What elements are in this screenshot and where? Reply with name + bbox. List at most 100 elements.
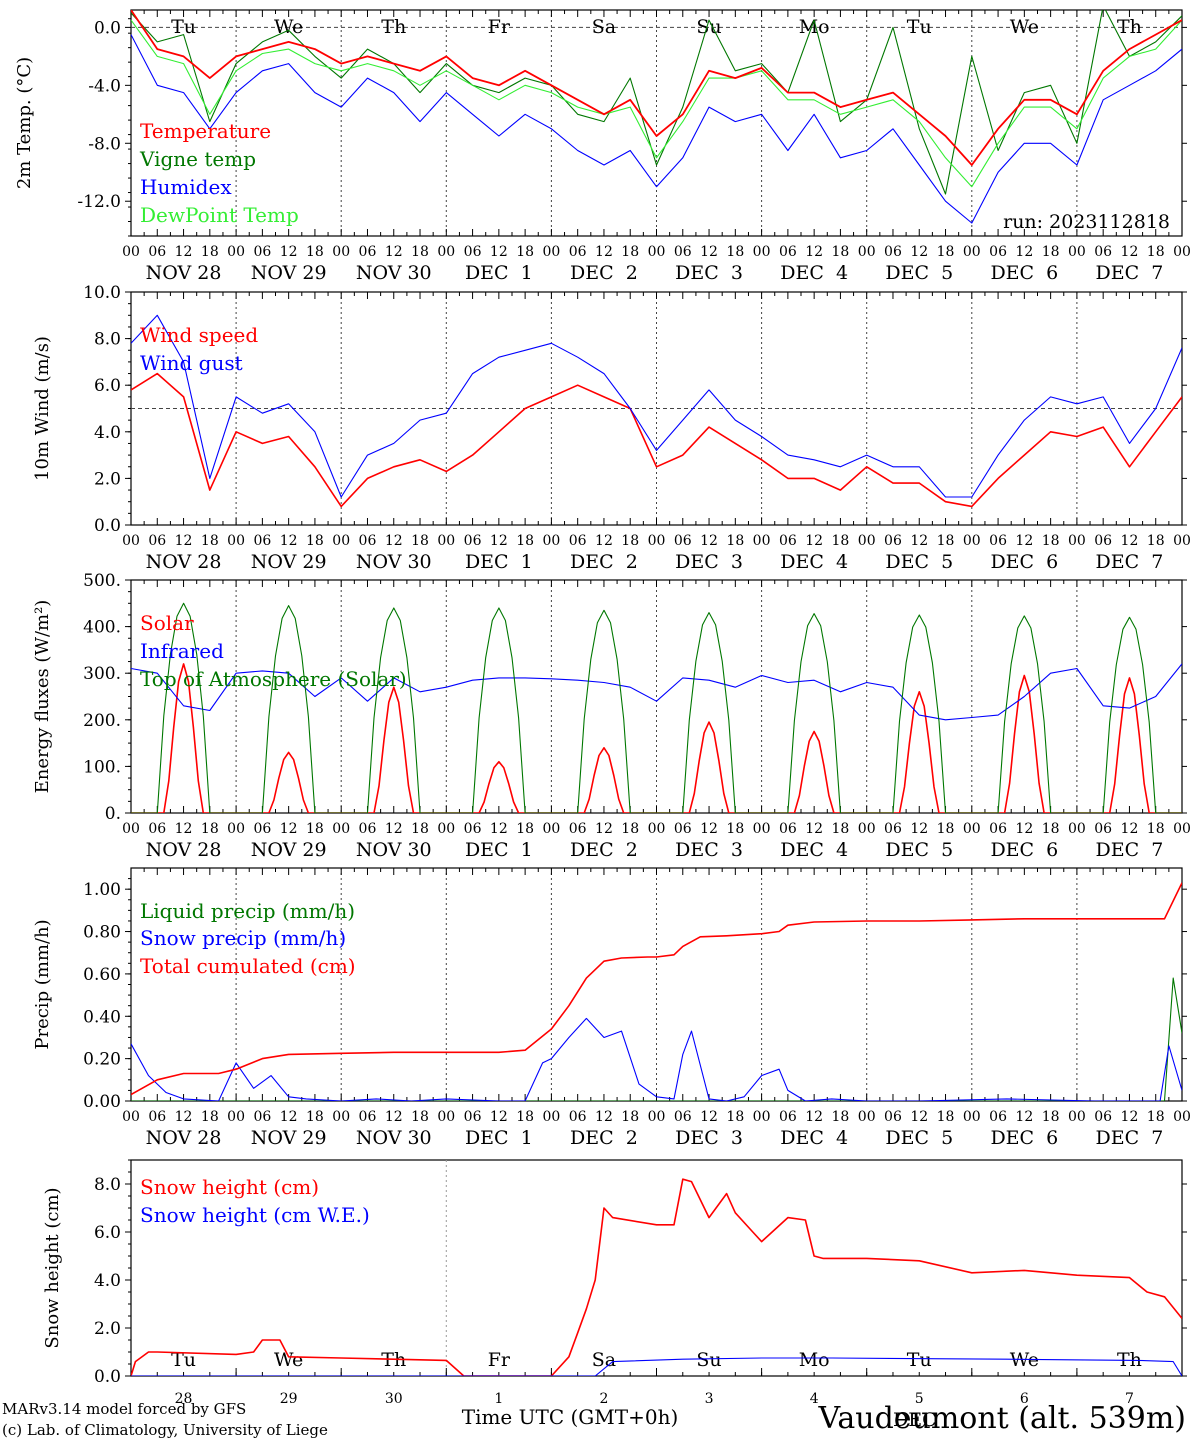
hour-tick-label: 06 [779, 244, 797, 260]
hour-tick-label: 00 [437, 1109, 455, 1125]
date-label: NOV 30 [356, 262, 432, 284]
y-tick-label: 8.0 [94, 330, 121, 350]
hour-tick-label: 06 [148, 533, 166, 549]
hour-tick-label: 12 [805, 244, 823, 260]
hour-tick-label: 18 [516, 533, 534, 549]
hour-tick-label: 00 [227, 533, 245, 549]
hour-tick-label: 18 [726, 821, 744, 837]
hour-tick-label: 00 [437, 244, 455, 260]
hour-tick-label: 18 [201, 821, 219, 837]
x-axis-label: Time UTC (GMT+0h) [462, 1405, 679, 1429]
series-line-liquid-precip-mm-h- [131, 977, 1182, 1101]
date-label: NOV 30 [356, 839, 432, 861]
hour-tick-label: 06 [569, 244, 587, 260]
day-number-label: 4 [810, 1391, 819, 1407]
y-tick-label: 0.80 [83, 923, 121, 943]
weekday-label: Mo [799, 1349, 830, 1371]
series-group [131, 882, 1182, 1101]
hour-tick-label: 18 [1147, 244, 1165, 260]
date-label: DEC 6 [990, 551, 1058, 573]
date-label: DEC 3 [675, 551, 743, 573]
hour-tick-label: 12 [595, 821, 613, 837]
y-axis-label: Snow height (cm) [42, 1187, 63, 1348]
weekday-label: Th [381, 16, 406, 38]
legend-entry: Total cumulated (cm) [140, 954, 356, 978]
date-label: DEC 6 [990, 262, 1058, 284]
day-number-label: 30 [385, 1391, 403, 1407]
legend-entry: Snow height (cm W.E.) [140, 1203, 370, 1227]
y-tick-label: 0.0 [94, 516, 121, 536]
hour-tick-label: 12 [595, 533, 613, 549]
hour-tick-label: 18 [1042, 821, 1060, 837]
date-label: NOV 29 [251, 551, 327, 573]
hour-tick-label: 06 [464, 1109, 482, 1125]
hour-tick-label: 12 [595, 1109, 613, 1125]
hour-tick-label: 00 [542, 533, 560, 549]
hour-tick-label: 00 [648, 1109, 666, 1125]
date-label: DEC 1 [465, 1127, 533, 1149]
weekday-label: Su [696, 16, 721, 38]
hour-tick-label: 18 [832, 244, 850, 260]
y-tick-label: 0.0 [94, 1367, 121, 1387]
panel-4: 0.00 0.20 0.40 0.60 0.80 1.00 Precip (mm/h) 00 0… [32, 867, 1191, 1149]
panel-5: 0.0 2.0 4.0 6.0 8.0 Snow height (cm) 28 Tu 29 We 3… [42, 1159, 1187, 1431]
panel-1: 0.0 -4.0 -8.0 -12.0 2m Temp. (°C) 00 06 12 18 NOV… [14, 9, 1191, 284]
date-label: DEC 4 [780, 262, 848, 284]
hour-tick-label: 12 [700, 533, 718, 549]
credit-line: (c) Lab. of Climatology, University of L… [2, 1421, 328, 1439]
hour-tick-label: 12 [490, 533, 508, 549]
hour-tick-label: 12 [175, 244, 193, 260]
hour-tick-label: 18 [726, 244, 744, 260]
weekday-label: Tu [171, 1349, 196, 1371]
y-axis-label: 10m Wind (m/s) [32, 336, 53, 481]
hour-tick-label: 00 [437, 533, 455, 549]
hour-tick-label: 00 [437, 821, 455, 837]
y-tick-label: 8.0 [94, 1175, 121, 1195]
weekday-label: Tu [171, 16, 196, 38]
series-line-humidex [131, 34, 1182, 224]
series-group [131, 314, 1182, 508]
hour-tick-label: 06 [779, 1109, 797, 1125]
hour-tick-label: 18 [832, 1109, 850, 1125]
day-number-label: 2 [599, 1391, 608, 1407]
hour-tick-label: 06 [148, 1109, 166, 1125]
hour-tick-label: 18 [832, 821, 850, 837]
panel-3: 0. 100. 200. 300. 400. 500. Energy fluxes (W/m… [32, 571, 1191, 861]
legend-entry: Top of Atmosphere (Solar) [140, 667, 407, 691]
hour-tick-label: 00 [122, 1109, 140, 1125]
hour-tick-label: 00 [332, 244, 350, 260]
y-tick-label: 0.00 [83, 1092, 121, 1112]
hour-tick-label: 18 [1147, 1109, 1165, 1125]
hour-tick-label: 12 [1015, 533, 1033, 549]
y-tick-label: 200. [83, 711, 121, 731]
hour-tick-label: 00 [227, 821, 245, 837]
hour-tick-label: 06 [779, 533, 797, 549]
series-line-snow-precip-mm-h- [131, 1017, 1182, 1101]
y-tick-label: 100. [83, 757, 121, 777]
hour-tick-label: 06 [884, 244, 902, 260]
date-label: DEC 5 [885, 262, 953, 284]
legend-entry: Snow precip (mm/h) [140, 926, 346, 950]
series-line-temperature [131, 10, 1182, 166]
hour-tick-label: 00 [753, 244, 771, 260]
date-label: DEC 1 [465, 551, 533, 573]
weekday-label: Th [1117, 16, 1142, 38]
series-line-solar [131, 663, 1182, 813]
station-title: Vaudeumont (alt. 539m) [817, 1401, 1186, 1436]
hour-tick-label: 06 [779, 821, 797, 837]
date-label: NOV 28 [146, 1127, 222, 1149]
hour-tick-label: 18 [1147, 821, 1165, 837]
legend-entry: DewPoint Temp [140, 203, 299, 227]
hour-tick-label: 12 [805, 533, 823, 549]
hour-tick-label: 06 [884, 1109, 902, 1125]
hour-tick-label: 12 [490, 244, 508, 260]
hour-tick-label: 18 [411, 533, 429, 549]
hour-tick-label: 12 [490, 1109, 508, 1125]
hour-tick-label: 06 [989, 821, 1007, 837]
hour-tick-label: 18 [516, 244, 534, 260]
hour-tick-label: 00 [1068, 244, 1086, 260]
legend-entry: Vigne temp [139, 147, 256, 171]
weekday-label: Tu [907, 1349, 932, 1371]
hour-tick-label: 18 [306, 1109, 324, 1125]
weekday-label: Tu [907, 16, 932, 38]
